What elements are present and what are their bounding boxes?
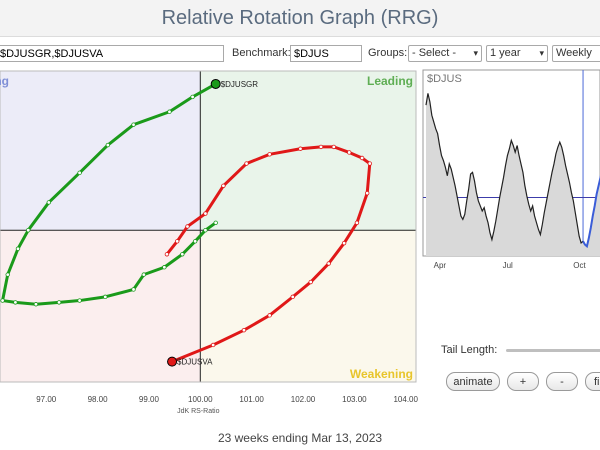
zoom-in-button[interactable]: + (507, 372, 539, 391)
series-tail-point (365, 190, 370, 196)
series-tail-point (367, 161, 372, 166)
period-select[interactable]: 1 year ▾ (486, 45, 548, 62)
playback-controls: Tail Length: animate + - fi (420, 336, 600, 396)
series-tail-point (26, 228, 31, 233)
benchmark-input[interactable] (290, 45, 362, 62)
series-tail-point (244, 161, 249, 166)
chevron-down-icon: ▾ (473, 48, 478, 58)
rrg-frame (0, 70, 417, 383)
series-tail-point (167, 109, 172, 114)
series-tail-point (131, 287, 136, 292)
series-tail-point (77, 170, 82, 176)
series-tail-point (56, 300, 62, 305)
series-tail-point (15, 246, 21, 251)
x-tick-label: 104.00 (393, 395, 418, 404)
benchmark-label: Benchmark: (232, 47, 291, 59)
x-tick-label: 100.00 (188, 395, 213, 404)
series-tail-point (105, 142, 111, 148)
series-tail-point (221, 183, 226, 188)
x-tick-label: 99.00 (139, 395, 160, 404)
series-head-label: $DJUSGR (221, 80, 259, 89)
tail-length-slider[interactable] (506, 349, 600, 352)
series-tail-point (267, 313, 272, 318)
price-x-tick-label: Apr (434, 261, 447, 270)
x-axis-label: JdK RS-Ratio (177, 408, 220, 415)
series-djusgr[interactable]: $DJUSGR (0, 78, 259, 307)
groups-label: Groups: (368, 47, 408, 59)
zoom-out-button[interactable]: - (546, 372, 578, 391)
series-tail-point (131, 122, 136, 127)
series-head-label: $DJUSVA (177, 358, 213, 367)
series-head-point[interactable] (210, 78, 221, 89)
series-tail-point (354, 220, 360, 225)
groups-select-value: - Select - (412, 47, 457, 59)
series-tail-point (331, 144, 337, 150)
series-tail-point (318, 144, 324, 150)
series-tail-point (326, 261, 331, 266)
x-tick-label: 101.00 (239, 395, 264, 404)
x-tick-label: 97.00 (36, 395, 57, 404)
series-tail-point (33, 302, 39, 307)
series-tail-point (0, 298, 5, 303)
rrg-chart[interactable]: Leading Weakening ng 97.00 98.00 99.00 100.… (0, 66, 420, 420)
groups-select[interactable]: - Select - ▾ (408, 45, 482, 62)
quadrant-label-weakening: Weakening (350, 367, 413, 381)
series-head-point[interactable] (167, 356, 178, 367)
series-tail-point (103, 294, 108, 300)
period-select-value: 1 year (490, 47, 521, 59)
series-tail-point (290, 294, 295, 300)
series-tail-point (46, 200, 51, 205)
series-tail-point (347, 150, 352, 155)
tail-length-label: Tail Length: (441, 344, 498, 356)
price-area (426, 93, 600, 256)
quadrant-label-improving: ng (0, 74, 9, 88)
quadrant-leading (200, 71, 416, 231)
series-tail-point (298, 146, 303, 151)
series-tail-point (5, 272, 10, 277)
series-tail-point (203, 211, 208, 216)
series-tail-point (164, 252, 170, 257)
animate-button[interactable]: animate (446, 372, 500, 391)
series-tail-point (203, 228, 208, 233)
price-chart-title: $DJUS (427, 73, 462, 85)
series-tail-point (341, 240, 347, 246)
chevron-down-icon: ▾ (539, 48, 544, 58)
series-tail-point (241, 327, 247, 333)
series-djusva[interactable]: $DJUSVA (164, 144, 372, 367)
series-tail-point (210, 342, 216, 348)
x-tick-label: 102.00 (291, 395, 316, 404)
series-tail-point (174, 239, 180, 244)
series-tail-point (141, 272, 147, 277)
x-tick-label: 98.00 (88, 395, 109, 404)
price-line (425, 93, 584, 244)
series-tail-point (13, 300, 18, 305)
benchmark-price-chart: $DJUS Apr Jul Oct (422, 69, 600, 270)
series-tail-point (185, 224, 190, 229)
series-tail-point (180, 252, 185, 257)
controls-bar: Benchmark: Groups: - Select - ▾ 1 year ▾… (0, 42, 600, 66)
series-tail-point (190, 94, 195, 100)
series-tail-point (213, 220, 218, 225)
quadrant-weakening (200, 230, 416, 382)
series-tail-point (162, 265, 167, 270)
price-x-tick-label: Jul (503, 261, 513, 270)
series-tail-point (308, 279, 313, 285)
price-x-tick-label: Oct (573, 261, 586, 270)
page-title: Relative Rotation Graph (RRG) (0, 0, 600, 37)
series-tail-point (192, 239, 198, 244)
date-range-caption: 23 weeks ending Mar 13, 2023 (217, 431, 383, 445)
x-tick-label: 103.00 (342, 395, 367, 404)
symbols-input[interactable] (0, 45, 224, 62)
frequency-select[interactable]: Weekly ▾ (552, 45, 600, 62)
quadrant-label-leading: Leading (367, 74, 413, 88)
frequency-select-value: Weekly (556, 47, 592, 59)
fit-button[interactable]: fi (585, 372, 600, 391)
series-tail-point (359, 155, 365, 161)
series-tail-point (77, 298, 82, 303)
series-tail-point (267, 152, 272, 157)
